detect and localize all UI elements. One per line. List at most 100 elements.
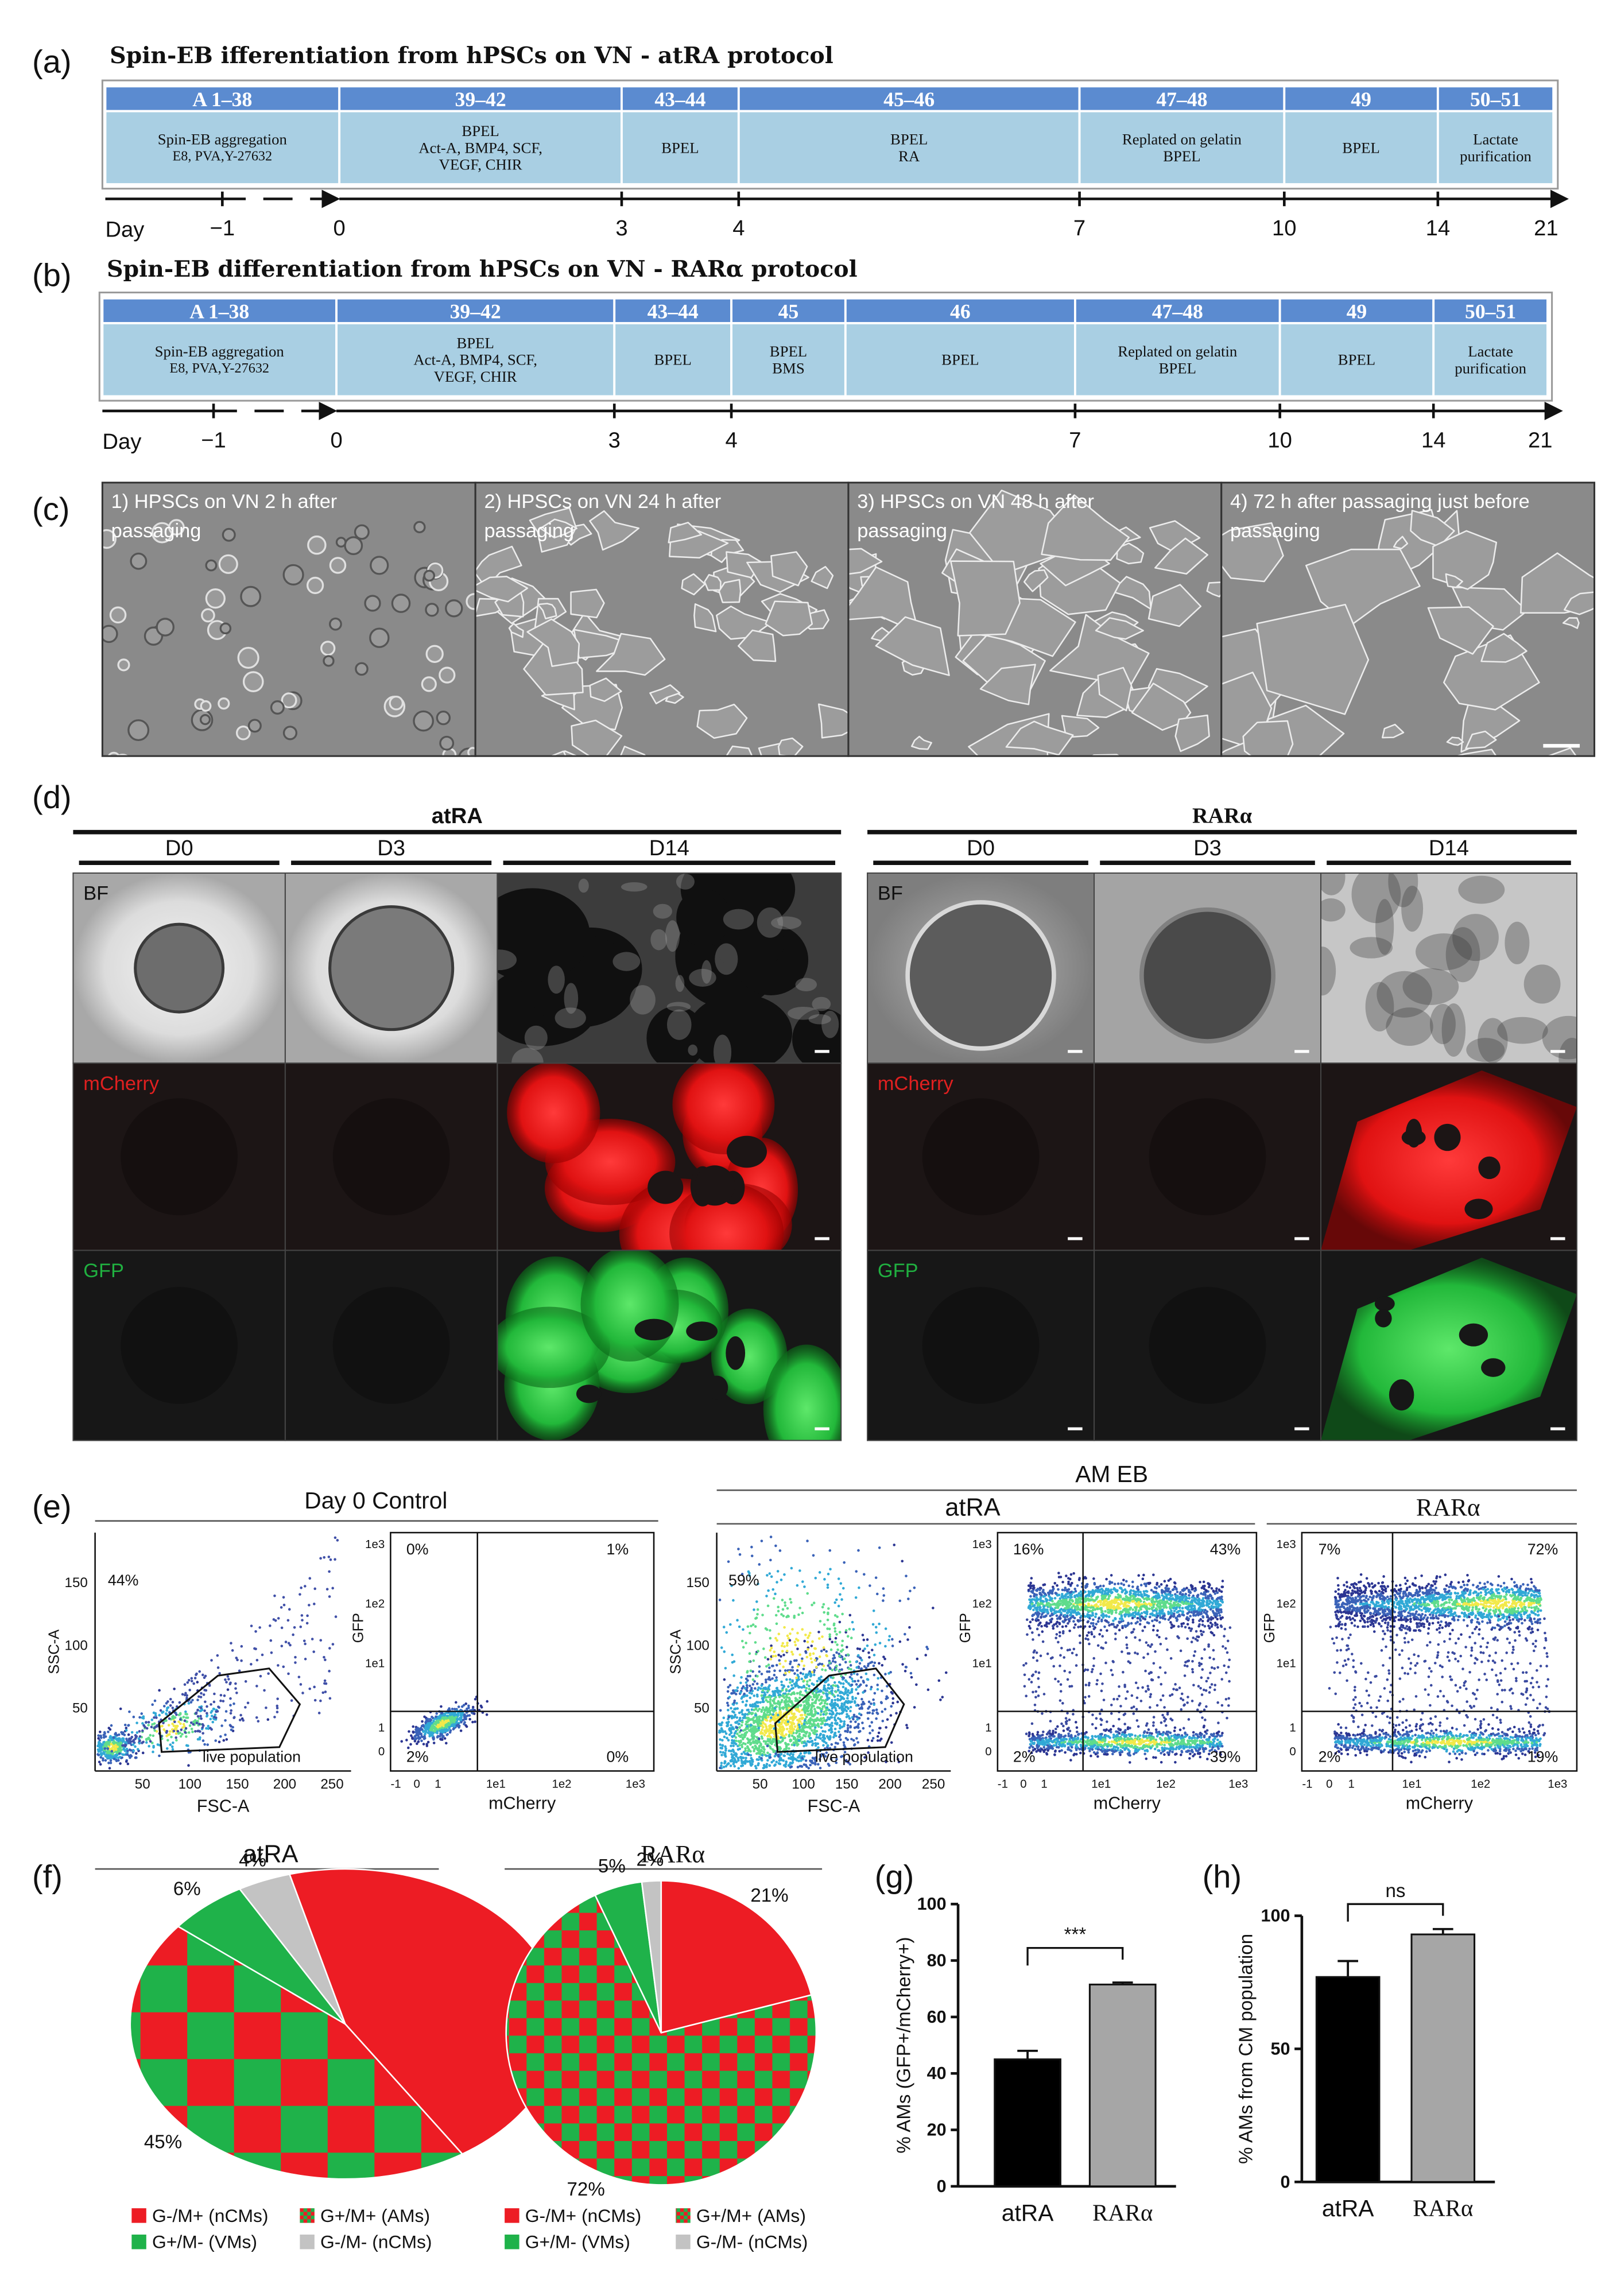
event [937,1679,941,1682]
event [253,1647,256,1650]
event [778,1762,782,1766]
event [336,1539,339,1542]
event [782,1615,785,1618]
event [780,1730,783,1733]
event [798,1725,801,1729]
stage-text: BPEL [661,139,699,156]
event [916,1657,919,1661]
event [114,1737,118,1740]
stage-body [844,322,1076,398]
event [824,1687,827,1690]
image [73,1063,285,1251]
event [815,1695,817,1698]
event [769,1658,773,1661]
event [805,1715,808,1719]
event [255,1685,258,1688]
event [171,1722,174,1725]
event [761,1725,764,1728]
event [319,1557,322,1560]
event [175,1713,178,1716]
event [190,1680,193,1683]
gate-label: live population [815,1748,913,1765]
event [872,1664,875,1667]
event [753,1750,755,1752]
blob [1386,1007,1433,1046]
event [835,1690,838,1693]
event [926,1688,930,1692]
event [732,1674,735,1677]
event [749,1739,752,1742]
event [807,1648,809,1651]
blob [1429,1003,1456,1045]
event [757,1718,761,1721]
event [794,1716,797,1719]
event [765,1763,769,1766]
event [119,1707,122,1711]
row-label: mCherry [83,1073,160,1095]
event [121,1744,124,1747]
cell [237,646,259,669]
event [821,1720,824,1723]
event [192,1682,195,1685]
event [833,1732,836,1735]
event [1079,1625,1083,1628]
event [244,1706,247,1709]
event [833,1698,837,1702]
event [728,1696,731,1698]
blob [688,1044,698,1056]
event [805,1722,809,1725]
event [145,1721,148,1724]
event [939,1698,942,1701]
event [803,1751,806,1754]
event [718,1599,722,1601]
event [734,1713,737,1717]
event [834,1719,838,1722]
event [289,1643,292,1647]
event [823,1737,826,1740]
blob [1401,885,1424,932]
event [840,1702,844,1705]
event [854,1720,857,1723]
event [723,1650,726,1653]
cell [282,564,304,585]
blob [1375,899,1394,955]
event [162,1705,166,1708]
column-title: D0 [165,836,193,860]
event [232,1716,235,1720]
event [855,1660,858,1663]
panel-title: Spin-EB differentiation from hPSCs on VN… [107,256,858,282]
micrograph-border [497,1250,842,1441]
event [123,1723,127,1727]
event [751,1705,755,1708]
event [823,1611,825,1614]
event [747,1717,750,1720]
event [273,1716,276,1719]
event [177,1732,180,1735]
cell [1061,715,1100,738]
event [794,1739,797,1743]
event [727,1685,730,1689]
stage-name: 39–42 [455,88,506,111]
group-title: atRA [432,804,483,828]
event [200,1717,203,1720]
event [776,1581,778,1584]
event [720,1762,723,1764]
event [798,1569,801,1572]
event [827,1607,830,1610]
event [764,1678,767,1681]
event [746,1720,749,1724]
event [868,1656,871,1659]
event [758,1665,761,1668]
event [801,1580,804,1583]
micrograph [1094,1063,1321,1251]
event [941,1696,944,1698]
event [146,1737,149,1740]
event [776,1686,779,1690]
event [780,1645,784,1647]
event [769,1753,771,1756]
event [871,1737,875,1740]
event [744,1728,747,1731]
caption: 3) HPSCs on VN 48 h after [857,491,1094,513]
event [313,1685,316,1689]
y-tick-label: 100 [687,1638,709,1653]
